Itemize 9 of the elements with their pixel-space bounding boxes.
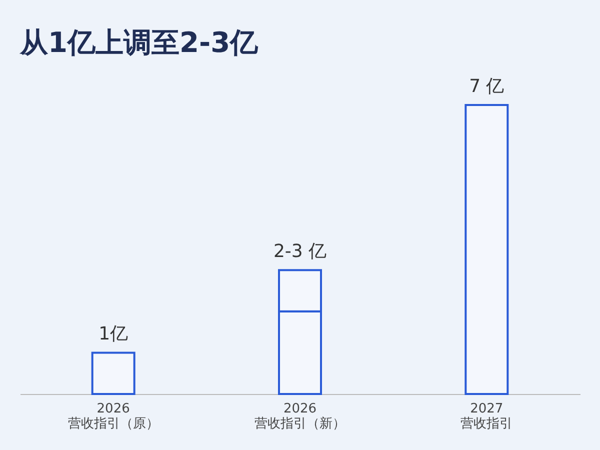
bar	[91, 352, 136, 395]
x-tick-label: 2027 营收指引	[460, 402, 513, 432]
data-label: 7 亿	[469, 76, 504, 97]
bar	[464, 104, 509, 395]
x-tick-label: 2026 营收指引（新）	[254, 402, 346, 432]
chart-title: 从1亿上调至2-3亿	[19, 26, 260, 59]
data-label: 2-3 亿	[273, 241, 327, 262]
data-label: 1亿	[98, 324, 128, 345]
x-tick-label: 2026 营收指引（原）	[68, 402, 159, 432]
